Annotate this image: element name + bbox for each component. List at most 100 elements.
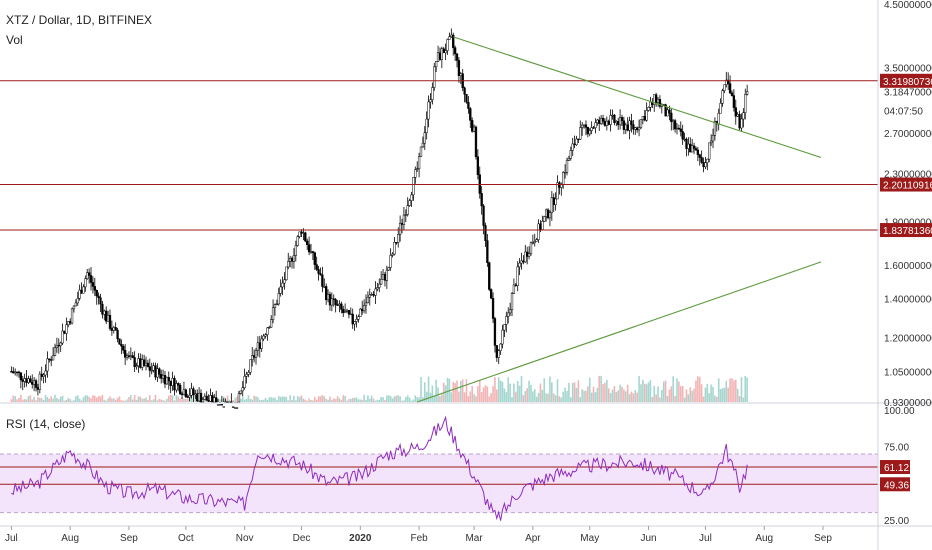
time-tick-label: Dec bbox=[293, 533, 311, 544]
volume-bar bbox=[10, 399, 13, 402]
volume-bar bbox=[133, 395, 136, 402]
volume-bar bbox=[16, 399, 18, 402]
candle-body bbox=[326, 293, 330, 301]
volume-bar bbox=[560, 397, 563, 402]
candle-body bbox=[436, 52, 440, 62]
volume-bar bbox=[503, 388, 506, 402]
volume-bar bbox=[181, 397, 183, 402]
candle-body bbox=[562, 172, 565, 185]
volume-bar bbox=[160, 399, 162, 402]
candle-body bbox=[414, 169, 417, 178]
rsi-level-tag bbox=[880, 460, 910, 475]
candle-body bbox=[222, 406, 225, 408]
candle-body bbox=[681, 131, 684, 140]
candle-body bbox=[393, 242, 396, 255]
candle-body bbox=[717, 112, 720, 125]
level-price-label: 1.83781360 bbox=[883, 226, 932, 237]
volume-bar bbox=[693, 388, 695, 402]
volume-bar bbox=[268, 397, 271, 402]
candle-body bbox=[563, 172, 567, 174]
volume-bar bbox=[628, 394, 631, 402]
candle-body bbox=[531, 242, 535, 244]
volume-bar bbox=[532, 391, 534, 402]
candle-body bbox=[165, 377, 169, 385]
volume-bar bbox=[552, 393, 555, 402]
volume-bar bbox=[257, 397, 259, 402]
volume-bar bbox=[670, 386, 673, 402]
volume-bar bbox=[418, 397, 420, 402]
volume-bar bbox=[399, 396, 401, 402]
volume-bar bbox=[329, 396, 331, 402]
candle-body bbox=[601, 117, 605, 122]
candle-body bbox=[36, 387, 40, 390]
volume-bar bbox=[67, 397, 70, 402]
volume-bar bbox=[636, 392, 638, 402]
volume-bar bbox=[577, 380, 580, 402]
volume-bar bbox=[659, 397, 661, 402]
volume-bar bbox=[204, 397, 206, 402]
volume-bar bbox=[592, 386, 595, 402]
volume-bar bbox=[524, 390, 527, 402]
volume-bar bbox=[490, 393, 492, 402]
volume-bar bbox=[310, 399, 312, 402]
volume-bar bbox=[183, 398, 185, 402]
candle-body bbox=[507, 312, 510, 317]
volume-bar bbox=[731, 378, 733, 402]
time-tick-label: Jul bbox=[5, 533, 18, 544]
volume-bar bbox=[21, 399, 24, 402]
volume-bar bbox=[240, 398, 242, 402]
candle-body bbox=[700, 157, 703, 163]
price-tick-label: 2.70000000 bbox=[884, 129, 932, 140]
candle-body bbox=[622, 120, 626, 130]
candle-body bbox=[125, 355, 129, 358]
volume-bar bbox=[317, 396, 320, 402]
candle-body bbox=[408, 200, 411, 206]
volume-bar bbox=[65, 399, 68, 402]
candle-body bbox=[472, 126, 476, 132]
volume-bar bbox=[691, 390, 693, 402]
candle-body bbox=[385, 269, 389, 281]
volume-bar bbox=[465, 379, 468, 402]
candle-body bbox=[203, 395, 206, 400]
volume-bar bbox=[131, 399, 134, 402]
candle-body bbox=[467, 101, 470, 109]
volume-bar bbox=[344, 395, 346, 402]
candle-body bbox=[304, 232, 307, 242]
volume-bar bbox=[40, 398, 43, 402]
volume-bar bbox=[27, 396, 30, 402]
volume-bar bbox=[433, 395, 436, 402]
volume-bar bbox=[111, 398, 113, 402]
candle-body bbox=[173, 378, 176, 391]
volume-bar bbox=[107, 398, 109, 402]
volume-bar bbox=[42, 400, 45, 402]
volume-bar bbox=[697, 376, 699, 402]
volume-bar bbox=[241, 396, 244, 402]
volume-bar bbox=[186, 398, 189, 402]
volume-bar bbox=[86, 395, 89, 402]
candle-body bbox=[573, 143, 576, 146]
trendline-resistance[interactable] bbox=[453, 36, 822, 159]
volume-bar bbox=[236, 396, 238, 402]
volume-bar bbox=[706, 383, 709, 402]
candle-body bbox=[453, 47, 457, 55]
volume-bar bbox=[721, 388, 724, 402]
volume-bar bbox=[149, 395, 151, 402]
volume-bar bbox=[643, 383, 646, 402]
candle-body bbox=[425, 118, 428, 134]
volume-bar bbox=[71, 400, 73, 402]
volume-bar bbox=[736, 388, 739, 402]
volume-bar bbox=[283, 396, 286, 402]
volume-bar bbox=[416, 397, 418, 402]
volume-bar bbox=[169, 394, 172, 402]
candle-body bbox=[300, 231, 303, 234]
volume-bar bbox=[685, 389, 688, 402]
candle-body bbox=[417, 156, 421, 169]
candle-body bbox=[698, 154, 701, 158]
volume-bar bbox=[496, 389, 498, 402]
candle-body bbox=[93, 286, 96, 291]
trendline-support[interactable] bbox=[417, 261, 822, 403]
candle-body bbox=[666, 109, 669, 117]
candle-body bbox=[668, 109, 671, 114]
candle-body bbox=[233, 407, 237, 409]
